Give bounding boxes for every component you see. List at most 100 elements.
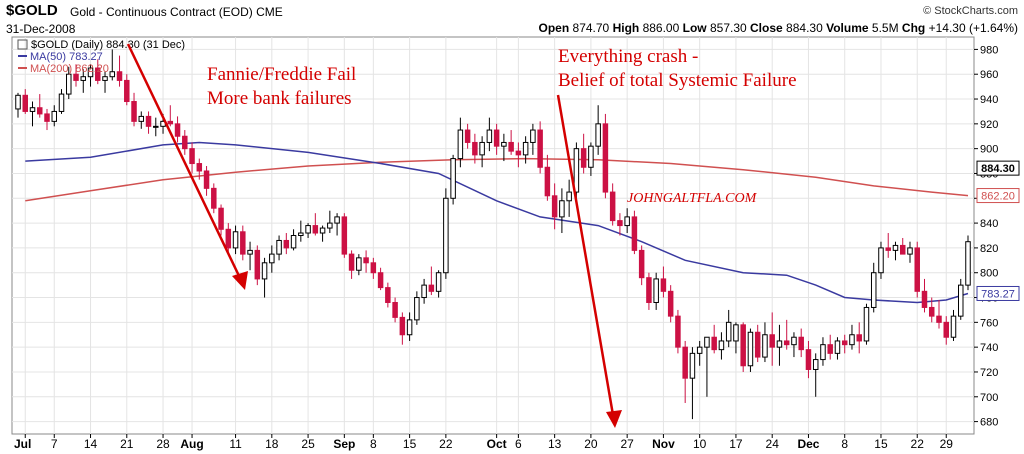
- x-tick-label: Jul: [14, 437, 31, 451]
- candle-up: [450, 158, 456, 199]
- candle-down: [189, 148, 195, 165]
- candle-up: [653, 278, 659, 303]
- candle-up: [435, 272, 442, 292]
- ma50-line: [25, 141, 969, 304]
- x-axis: Jul 7 14 21 28 Aug 11 18 25 Sep 8 15 22 Oct 6 13 20 27 Nov…: [14, 434, 953, 451]
- candle-down: [936, 315, 942, 323]
- candle-down: [805, 349, 812, 370]
- candle-up: [892, 244, 899, 251]
- candle-up: [747, 331, 754, 367]
- candle-down: [508, 141, 514, 152]
- last-value-boxes: 884.30 862.20 783.27: [976, 160, 1020, 301]
- candle-down: [348, 253, 355, 271]
- candle-up: [298, 232, 304, 237]
- last-ma200-box: [976, 188, 1020, 204]
- x-tick-label: 17: [729, 437, 743, 451]
- candle-down: [580, 148, 587, 168]
- candle-down: [515, 150, 522, 156]
- candle-up: [849, 334, 855, 346]
- candle-down: [211, 187, 217, 209]
- candle-up: [406, 319, 413, 336]
- candle-down: [667, 290, 674, 317]
- x-tick-label: 21: [120, 437, 134, 451]
- last-ma200-box-label: 862.20: [981, 191, 1015, 203]
- open-label: Open: [538, 21, 570, 35]
- x-tick-label: Dec: [797, 437, 819, 451]
- candle-up: [704, 336, 710, 348]
- candle-down: [602, 123, 609, 193]
- candle-up: [696, 346, 703, 354]
- candle-up: [486, 129, 493, 143]
- candle-up: [334, 216, 340, 224]
- arrow-left-head: [232, 271, 248, 290]
- y-tick-label: 800: [980, 268, 998, 280]
- x-tick-label: 22: [439, 437, 453, 451]
- symbol-title: $GOLD: [6, 2, 58, 19]
- candle-up: [66, 73, 72, 95]
- candle-down: [182, 135, 188, 150]
- open-value: 874.70: [572, 21, 610, 35]
- candle-down: [131, 101, 137, 122]
- candle-down: [631, 216, 638, 251]
- x-tick-label: 11: [229, 437, 242, 451]
- candle-down: [899, 244, 906, 255]
- candle-down: [537, 129, 543, 168]
- contract-name: Gold - Continuous Contract (EOD) CME: [70, 5, 283, 19]
- candle-down: [769, 334, 775, 348]
- candle-up: [958, 284, 964, 317]
- candle-up: [51, 110, 58, 122]
- y-tick-label: 740: [980, 342, 998, 354]
- candle-up: [58, 93, 65, 112]
- arrow-right-line: [556, 94, 615, 416]
- candle-up: [812, 359, 819, 370]
- candle-up: [87, 67, 94, 78]
- candle-up: [501, 141, 507, 147]
- candle-up: [356, 257, 362, 271]
- candle-down: [116, 71, 123, 81]
- candle-down: [73, 73, 79, 81]
- high-label: High: [612, 21, 640, 35]
- candle-up: [443, 197, 449, 274]
- x-tick-label: 8: [841, 437, 848, 451]
- candle-down: [914, 247, 920, 292]
- candle-down: [283, 239, 290, 249]
- legend: $GOLD (Daily) 884.30 (31 Dec) MA(50) 783…: [17, 39, 185, 75]
- candle-down: [145, 115, 152, 127]
- x-tick-label: 28: [156, 437, 170, 451]
- candle-down: [341, 216, 348, 255]
- candle-up: [153, 125, 159, 128]
- candle-down: [682, 346, 688, 379]
- candle-up: [878, 247, 884, 274]
- candle-down: [95, 67, 101, 81]
- y-tick-label: 840: [980, 218, 998, 230]
- y-tick-label: 680: [980, 417, 998, 429]
- candle-up: [109, 71, 116, 78]
- source-credit: © StockCharts.com: [923, 5, 1018, 17]
- low-value: 857.30: [709, 21, 747, 35]
- candle-up: [820, 344, 826, 361]
- y-tick-label: 920: [980, 119, 998, 131]
- candle-down: [740, 324, 746, 367]
- candle-down: [493, 129, 500, 147]
- candle-down: [124, 79, 130, 103]
- x-tick-label: Nov: [652, 437, 675, 451]
- close-label: Close: [750, 21, 783, 35]
- candle-up: [414, 297, 420, 321]
- candle-down: [377, 272, 384, 289]
- annotation-left-line1: Fannie/Freddie Fail: [207, 64, 356, 85]
- candle-up: [573, 148, 580, 193]
- volume-value: 5.5M: [871, 21, 899, 35]
- low-label: Low: [682, 21, 707, 35]
- candle-down: [798, 336, 804, 351]
- candle-up: [762, 334, 768, 358]
- candle-up: [15, 94, 21, 110]
- legend-main: $GOLD (Daily) 884.30 (31 Dec): [31, 39, 185, 51]
- candle-down: [399, 316, 406, 336]
- candle-down: [22, 94, 28, 112]
- candle-down: [167, 120, 174, 125]
- annotation-right-line2: Belief of total Systemic Failure: [558, 70, 797, 91]
- candle-up: [232, 231, 239, 249]
- candle-down: [428, 284, 435, 292]
- candle-down: [660, 278, 667, 292]
- candle-up: [247, 249, 253, 255]
